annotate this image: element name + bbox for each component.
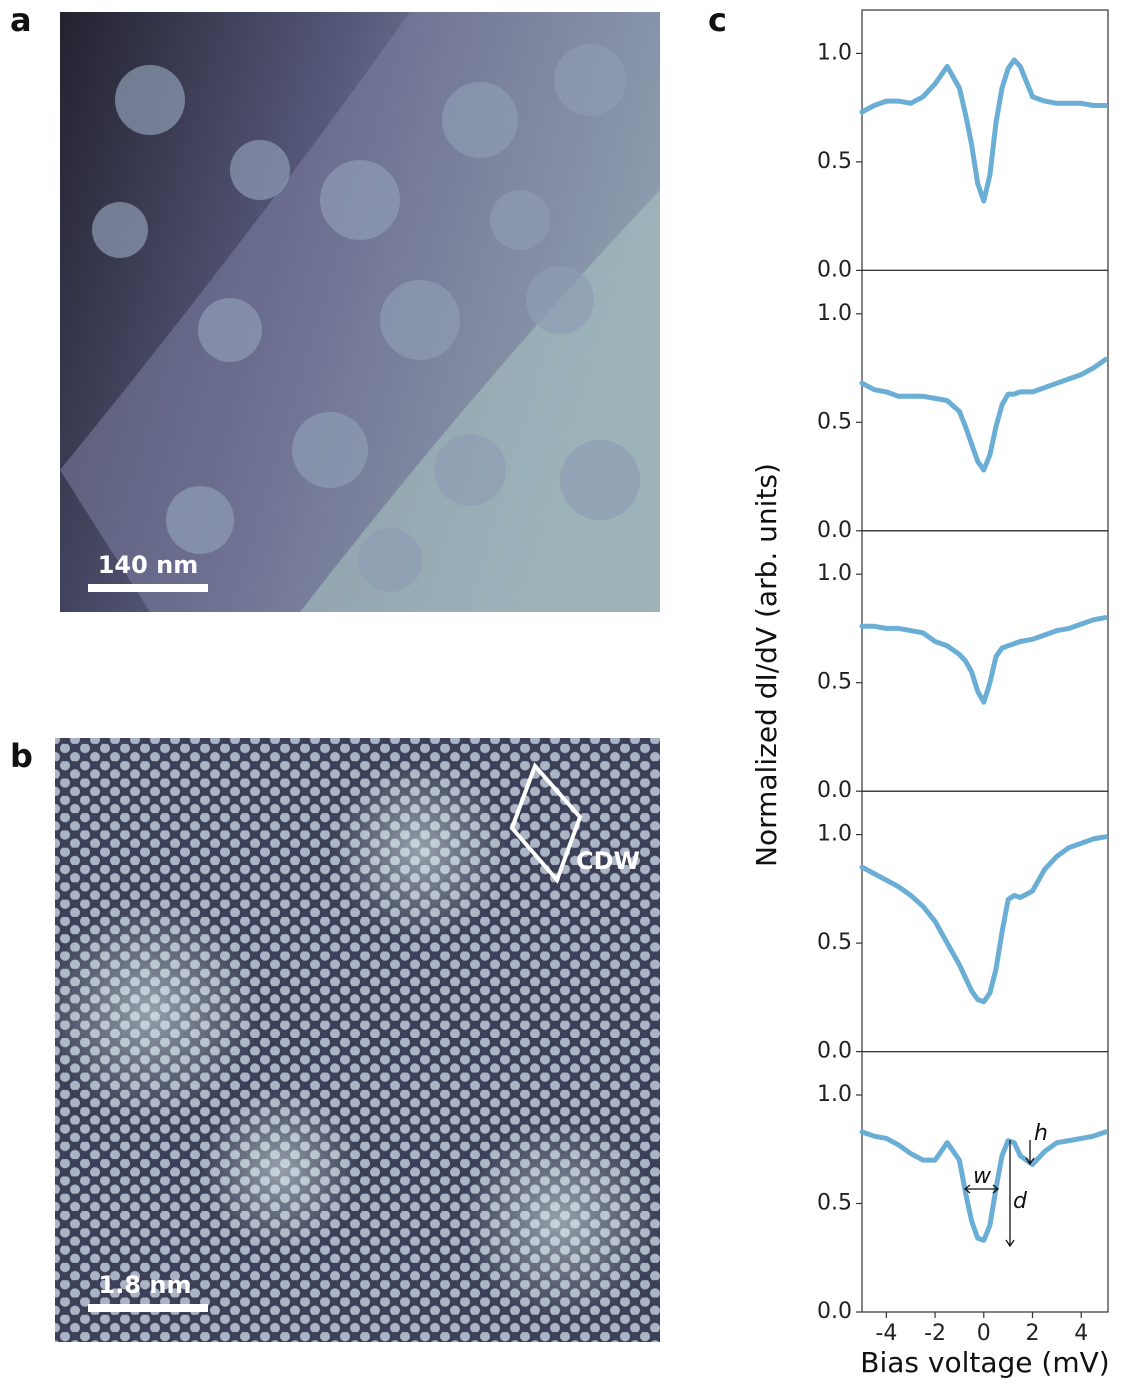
annotation: d (1013, 1189, 1028, 1214)
spectrum-line (859, 356, 1109, 473)
annotation: w (973, 1164, 992, 1189)
y-tick-label: 1.0 (817, 301, 852, 326)
arrow-w (963, 1184, 1000, 1194)
y-tick-label: 0.0 (817, 778, 852, 803)
y-tick-label: 1.0 (817, 561, 852, 586)
arrow-h (1025, 1140, 1035, 1166)
x-tick-label: -2 (924, 1321, 946, 1346)
x-axis-label: Bias voltage (mV) (860, 1346, 1109, 1379)
panel-label: b (10, 737, 33, 775)
y-axis-label: Normalized dI/dV (arb. units) (750, 463, 783, 867)
plot-frame (861, 530, 1109, 792)
x-tick-label: 4 (1074, 1321, 1088, 1346)
spectrum-line (859, 615, 1109, 705)
plot-frame (861, 269, 1109, 532)
y-tick-label: 0.0 (817, 1299, 852, 1324)
image-a: 140 nm (60, 12, 660, 612)
y-tick-label: 1.0 (817, 1082, 852, 1107)
arrow-d (1005, 1140, 1015, 1248)
image-b: CDW 1.8 nm (40, 738, 660, 1342)
plot-frame (861, 9, 1109, 271)
scale-bar-label: 140 nm (98, 551, 199, 579)
scale-bar-label: 1.8 nm (99, 1271, 192, 1299)
x-tick-label: -4 (875, 1321, 897, 1346)
y-tick-label: 0.5 (817, 409, 852, 434)
annotation: h (1034, 1121, 1048, 1146)
plot-frame (861, 790, 1109, 1053)
x-tick-label: 2 (1025, 1321, 1039, 1346)
spectrum-line (859, 57, 1109, 204)
plot-frame (861, 1050, 1109, 1313)
x-tick-label: 0 (977, 1321, 991, 1346)
panel-label: a (10, 1, 32, 39)
y-tick-label: 0.5 (817, 1191, 852, 1216)
panel-label: c (708, 1, 727, 39)
y-tick-label: 0.5 (817, 670, 852, 695)
y-tick-label: 1.0 (817, 822, 852, 847)
y-tick-label: 0.5 (817, 930, 852, 955)
y-tick-label: 0.0 (817, 518, 852, 543)
spectrum-line (859, 1129, 1109, 1243)
y-tick-label: 0.0 (817, 257, 852, 282)
y-tick-label: 1.0 (817, 40, 852, 65)
spectrum-line (859, 834, 1109, 1005)
y-tick-label: 0.0 (817, 1039, 852, 1064)
y-tick-label: 0.5 (817, 149, 852, 174)
cdw-label: CDW (576, 847, 640, 875)
